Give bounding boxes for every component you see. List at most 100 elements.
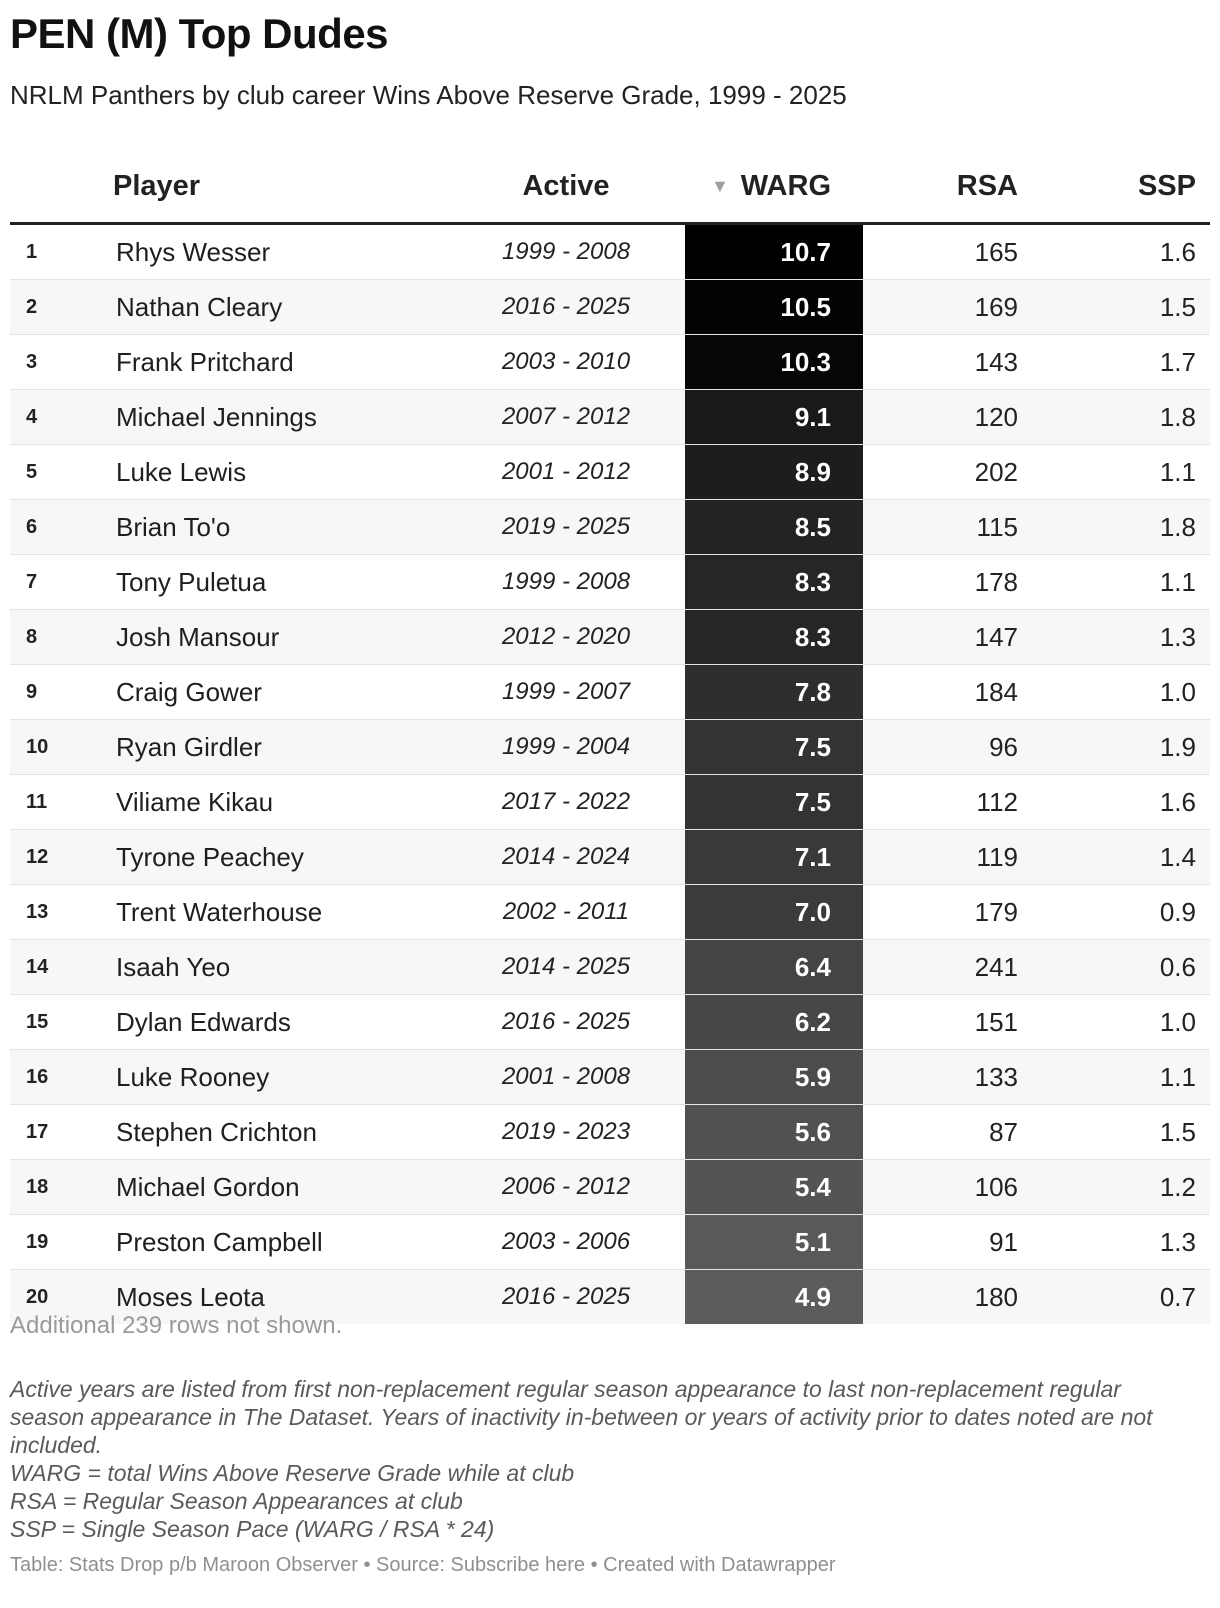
rsa-cell: 119 <box>976 842 1018 872</box>
rsa-cell: 120 <box>974 402 1018 432</box>
table-row: 6 Brian To'o 2019 - 2025 8.5 115 1.8 <box>10 500 1210 555</box>
ssp-cell: 1.3 <box>1159 1227 1196 1257</box>
ssp-cell: 1.0 <box>1159 677 1196 707</box>
rsa-cell: 115 <box>976 512 1018 542</box>
ssp-cell: 1.6 <box>1159 237 1196 267</box>
player-cell: Trent Waterhouse <box>116 897 323 927</box>
player-cell: Luke Rooney <box>116 1062 270 1092</box>
table-row: 17 Stephen Crichton 2019 - 2023 5.6 87 1.5 <box>10 1105 1210 1160</box>
column-header-rsa[interactable]: RSA <box>956 170 1018 202</box>
warg-cell: 6.2 <box>685 995 863 1049</box>
rank-cell: 8 <box>26 626 38 648</box>
active-cell: 1999 - 2008 <box>501 238 631 265</box>
active-cell: 2002 - 2011 <box>502 898 630 925</box>
column-header-warg[interactable]: ▼ WARG <box>685 170 863 203</box>
table-row: 15 Dylan Edwards 2016 - 2025 6.2 151 1.0 <box>10 995 1210 1050</box>
rsa-cell: 178 <box>974 567 1018 597</box>
warg-cell: 8.5 <box>685 500 863 554</box>
ssp-cell: 0.7 <box>1159 1282 1196 1312</box>
ssp-cell: 1.5 <box>1159 292 1196 322</box>
warg-cell: 4.9 <box>685 1270 863 1324</box>
ssp-cell: 1.6 <box>1159 787 1196 817</box>
rsa-cell: 151 <box>974 1007 1018 1037</box>
player-cell: Brian To'o <box>116 512 231 542</box>
player-cell: Nathan Cleary <box>116 292 283 322</box>
ssp-cell: 1.2 <box>1159 1172 1196 1202</box>
warg-cell: 8.3 <box>685 555 863 609</box>
warg-cell: 10.3 <box>685 335 863 389</box>
rank-cell: 7 <box>26 571 38 593</box>
rank-cell: 18 <box>26 1176 49 1198</box>
ssp-cell: 1.4 <box>1159 842 1196 872</box>
player-cell: Dylan Edwards <box>116 1007 291 1037</box>
column-header-player[interactable]: Player <box>113 170 201 202</box>
active-cell: 1999 - 2008 <box>501 568 631 595</box>
ssp-cell: 1.8 <box>1159 402 1196 432</box>
ssp-cell: 1.0 <box>1159 1007 1196 1037</box>
rank-cell: 13 <box>26 901 49 923</box>
warg-cell: 7.5 <box>685 720 863 774</box>
warg-cell: 8.9 <box>685 445 863 499</box>
active-cell: 2019 - 2025 <box>501 513 631 540</box>
rsa-cell: 184 <box>974 677 1018 707</box>
table-row: 1 Rhys Wesser 1999 - 2008 10.7 165 1.6 <box>10 225 1210 280</box>
rank-cell: 14 <box>26 956 49 978</box>
rank-cell: 6 <box>26 516 38 538</box>
table-row: 4 Michael Jennings 2007 - 2012 9.1 120 1.8 <box>10 390 1210 445</box>
active-cell: 2012 - 2020 <box>501 623 631 650</box>
data-table: Player Active ▼ WARG RSA SSP 1 Rhys Wesser… <box>10 160 1210 1324</box>
table-row: 5 Luke Lewis 2001 - 2012 8.9 202 1.1 <box>10 445 1210 500</box>
warg-cell: 5.4 <box>685 1160 863 1214</box>
rank-cell: 19 <box>26 1231 49 1253</box>
rank-cell: 20 <box>26 1286 49 1308</box>
warg-cell: 10.7 <box>685 225 863 279</box>
active-cell: 2016 - 2025 <box>501 1283 631 1310</box>
active-cell: 1999 - 2004 <box>501 733 631 760</box>
column-header-ssp[interactable]: SSP <box>1137 170 1196 202</box>
table-row: 12 Tyrone Peachey 2014 - 2024 7.1 119 1.4 <box>10 830 1210 885</box>
warg-cell: 7.8 <box>685 665 863 719</box>
rsa-cell: 147 <box>974 622 1018 652</box>
player-cell: Josh Mansour <box>116 622 280 652</box>
rank-cell: 12 <box>26 846 49 868</box>
player-cell: Tyrone Peachey <box>116 842 304 872</box>
warg-cell: 8.3 <box>685 610 863 664</box>
footnotes: Active years are listed from first non-r… <box>10 1375 1200 1543</box>
table-row: 7 Tony Puletua 1999 - 2008 8.3 178 1.1 <box>10 555 1210 610</box>
rsa-cell: 241 <box>974 952 1018 982</box>
rank-cell: 10 <box>26 736 49 758</box>
rows-not-shown-note: Additional 239 rows not shown. <box>10 1312 343 1339</box>
rsa-cell: 87 <box>989 1117 1018 1147</box>
active-cell: 1999 - 2007 <box>501 678 631 705</box>
player-cell: Frank Pritchard <box>116 347 294 377</box>
rsa-cell: 91 <box>989 1227 1018 1257</box>
rank-cell: 4 <box>26 406 38 428</box>
active-cell: 2017 - 2022 <box>501 788 631 815</box>
warg-cell: 5.9 <box>685 1050 863 1104</box>
active-cell: 2003 - 2010 <box>501 348 631 375</box>
player-cell: Stephen Crichton <box>116 1117 317 1147</box>
rank-cell: 2 <box>26 296 38 318</box>
rsa-cell: 143 <box>974 347 1018 377</box>
player-cell: Craig Gower <box>116 677 262 707</box>
active-cell: 2001 - 2008 <box>501 1063 631 1090</box>
ssp-cell: 0.9 <box>1159 897 1196 927</box>
warg-cell: 7.5 <box>685 775 863 829</box>
column-header-active[interactable]: Active <box>522 170 610 202</box>
table-row: 8 Josh Mansour 2012 - 2020 8.3 147 1.3 <box>10 610 1210 665</box>
credits-line: Table: Stats Drop p/b Maroon Observer • … <box>10 1554 836 1576</box>
warg-cell: 5.1 <box>685 1215 863 1269</box>
rank-cell: 11 <box>26 791 48 813</box>
table-row: 11 Viliame Kikau 2017 - 2022 7.5 112 1.6 <box>10 775 1210 830</box>
ssp-cell: 1.8 <box>1159 512 1196 542</box>
ssp-cell: 1.7 <box>1159 347 1196 377</box>
rsa-cell: 165 <box>974 237 1018 267</box>
footnote-rsa: RSA = Regular Season Appearances at club <box>10 1488 463 1514</box>
rsa-cell: 180 <box>974 1282 1018 1312</box>
ssp-cell: 1.1 <box>1159 457 1196 487</box>
rsa-cell: 179 <box>974 897 1018 927</box>
active-cell: 2016 - 2025 <box>501 1008 631 1035</box>
player-cell: Viliame Kikau <box>116 787 274 817</box>
table-row: 18 Michael Gordon 2006 - 2012 5.4 106 1.2 <box>10 1160 1210 1215</box>
